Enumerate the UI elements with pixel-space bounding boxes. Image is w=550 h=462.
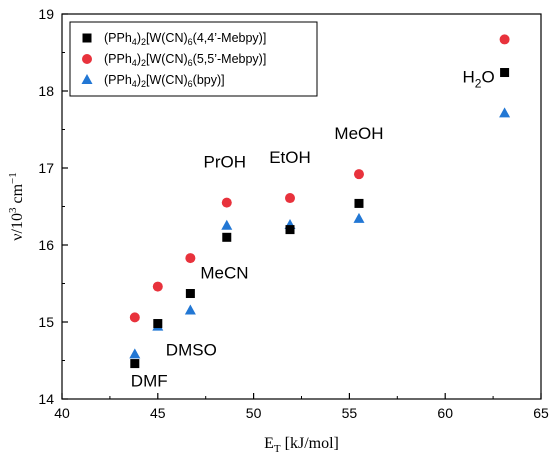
annotation-label: MeOH bbox=[334, 124, 383, 143]
data-point-square bbox=[185, 289, 195, 299]
legend-entry: (PPh4)2[W(CN)6(5,5’-Mebpy)] bbox=[104, 52, 266, 68]
data-point-triangle bbox=[221, 219, 233, 230]
data-point-circle bbox=[285, 193, 296, 204]
data-point-circle bbox=[221, 197, 232, 208]
y-tick-label: 19 bbox=[38, 6, 54, 22]
legend-marker-circle bbox=[82, 54, 92, 64]
y-tick-label: 16 bbox=[38, 237, 54, 253]
data-point-circle bbox=[353, 169, 364, 180]
y-tick-label: 17 bbox=[38, 160, 54, 176]
legend-box bbox=[69, 21, 318, 97]
axis-ticks bbox=[61, 13, 542, 400]
data-point-circle bbox=[499, 34, 510, 45]
annotation-label: DMF bbox=[131, 372, 168, 391]
legend-entry: (PPh4)2[W(CN)6(bpy)] bbox=[104, 73, 225, 89]
legend-marker-triangle bbox=[81, 74, 93, 84]
x-tick-label: 45 bbox=[150, 405, 166, 421]
x-axis-title: ET [kJ/mol] bbox=[264, 435, 339, 455]
data-point-square bbox=[130, 359, 140, 369]
data-point-triangle bbox=[184, 304, 196, 315]
x-tick-label: 50 bbox=[246, 405, 262, 421]
annotation-label: MeCN bbox=[200, 264, 248, 283]
x-tick-label: 55 bbox=[342, 405, 358, 421]
data-point-square bbox=[354, 198, 364, 208]
annotation-label: DMSO bbox=[166, 341, 217, 360]
data-point-square bbox=[285, 225, 295, 235]
legend-entry: (PPh4)2[W(CN)6(4,4’-Mebpy)] bbox=[104, 31, 266, 47]
y-tick-label: 15 bbox=[38, 314, 54, 330]
data-point-circle bbox=[185, 253, 196, 264]
data-point-square bbox=[500, 68, 510, 78]
tick-labels: 40 45 50 55 60 65 14 15 16 17 18 19 bbox=[38, 6, 549, 421]
legend: (PPh4)2[W(CN)6(4,4’-Mebpy)] (PPh4)2[W(CN)… bbox=[69, 21, 318, 97]
x-tick-label: 40 bbox=[54, 405, 70, 421]
data-point-square bbox=[222, 232, 232, 242]
data-point-triangle bbox=[353, 212, 365, 223]
data-point-triangle bbox=[499, 107, 511, 118]
annotation-label: H2O bbox=[462, 68, 494, 91]
data-points bbox=[129, 34, 511, 369]
y-tick-label: 18 bbox=[38, 83, 54, 99]
legend-marker-square bbox=[82, 33, 92, 43]
annotations: DMF DMSO MeCN PrOH EtOH MeOH H2O bbox=[131, 68, 495, 391]
annotation-label: PrOH bbox=[204, 153, 247, 172]
y-tick-label: 14 bbox=[38, 391, 54, 407]
data-point-circle bbox=[129, 312, 140, 323]
y-axis-title: ν/103 cm−1 bbox=[7, 172, 26, 240]
data-point-square bbox=[153, 319, 163, 329]
data-point-triangle bbox=[129, 348, 141, 359]
x-tick-label: 65 bbox=[533, 405, 549, 421]
data-point-circle bbox=[152, 281, 163, 292]
annotation-label: EtOH bbox=[269, 148, 311, 167]
x-tick-label: 60 bbox=[437, 405, 453, 421]
